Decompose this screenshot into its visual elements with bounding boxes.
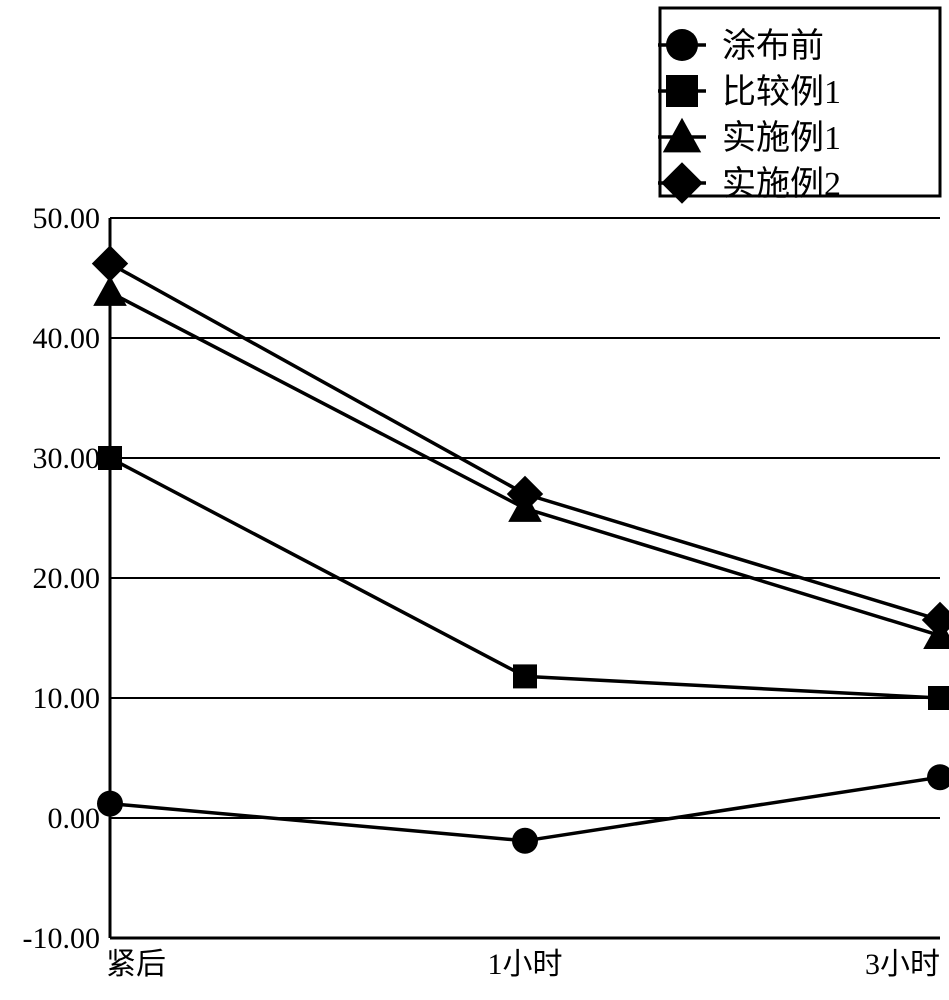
legend-label: 比较例1 [722,73,841,111]
y-tick-label: 30.00 [33,442,101,475]
x-tick-label: 紧后 [106,948,166,981]
y-tick-label: 0.00 [48,802,101,835]
y-tick-label: 50.00 [33,202,101,235]
legend: 涂布前比较例1 实施例1 实施例2 [658,8,940,204]
chart-container: -10.00 0.00 10.00 20.00 30.00 40.00 50.00 紧后 1小时… [0,0,949,1000]
legend-label: 实施例2 [722,165,841,203]
y-tick-label: 40.00 [33,322,101,355]
y-tick-label: 10.00 [33,682,101,715]
legend-label: 涂布前 [722,27,824,65]
y-tick-label: 20.00 [33,562,101,595]
y-tick-label: -10.00 [23,922,101,955]
x-tick-label: 1小时 [488,948,563,981]
line-chart: -10.00 0.00 10.00 20.00 30.00 40.00 50.00 紧后 1小时… [0,0,949,1000]
legend-label: 实施例1 [722,119,841,157]
x-tick-label: 3小时 [865,948,940,981]
